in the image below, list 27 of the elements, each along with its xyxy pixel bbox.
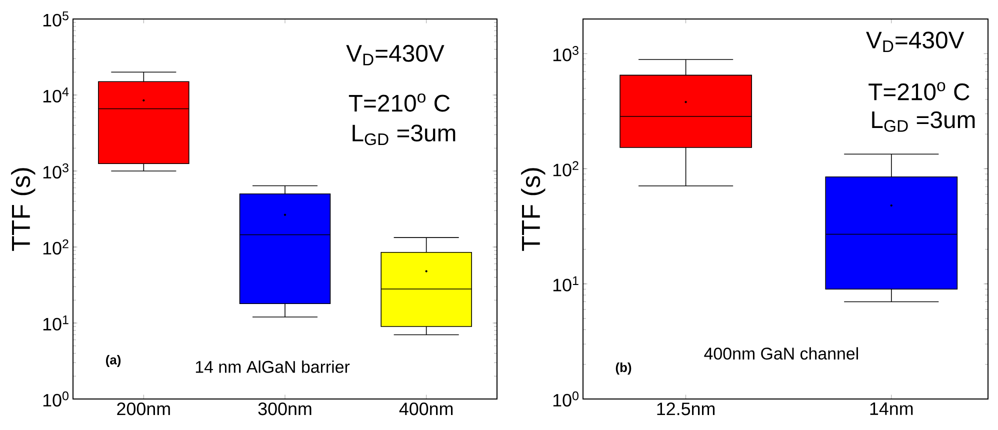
annotation: L$_{GD}$ =3um xyxy=(352,124,456,146)
y-tick-label: 10$^{2}$ xyxy=(553,161,578,176)
y-tick-label: 10$^{3}$ xyxy=(43,163,68,179)
annotation: 400nm GaN channel xyxy=(704,347,858,360)
x-tick-label: 200nm xyxy=(117,402,170,416)
annotation: T=210$^{o}$ C xyxy=(348,93,450,112)
annotation: V$_{D}$=430V xyxy=(866,32,964,52)
annotation: T=210$^{o}$ C xyxy=(868,82,970,100)
y-tick-label: 10$^{1}$ xyxy=(43,315,68,331)
annotation: L$_{GD}$ =3um xyxy=(872,111,975,132)
y-tick-label: 10$^{3}$ xyxy=(553,46,578,62)
annotation: (b) xyxy=(616,362,632,375)
y-axis-title: TTF (s) xyxy=(521,168,546,251)
y-tick-label: 10$^{5}$ xyxy=(43,11,68,27)
y-tick-label: 10$^{0}$ xyxy=(553,391,578,407)
x-tick-label: 12.5nm xyxy=(657,402,715,416)
y-tick-label: 10$^{2}$ xyxy=(43,239,68,255)
x-tick-label: 300nm xyxy=(258,402,312,416)
y-tick-label: 10$^{4}$ xyxy=(43,87,69,103)
y-tick-label: 10$^{1}$ xyxy=(553,276,578,292)
annotation: 14 nm AlGaN barrier xyxy=(196,360,350,373)
y-tick-label: 10$^{0}$ xyxy=(43,391,68,407)
x-tick-label: 14nm xyxy=(870,402,913,415)
y-axis-title: TTF (s) xyxy=(11,168,36,251)
x-tick-label: 400nm xyxy=(399,402,453,416)
annotation: (a) xyxy=(106,354,121,368)
annotation: V$_{D}$=430V xyxy=(346,44,444,66)
